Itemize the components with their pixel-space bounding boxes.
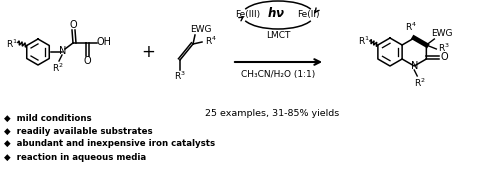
Text: EWG: EWG — [190, 25, 212, 34]
Text: R$^1$: R$^1$ — [6, 37, 18, 50]
Text: N: N — [410, 61, 418, 71]
Text: $\boldsymbol{h\nu}$: $\boldsymbol{h\nu}$ — [267, 6, 285, 20]
Text: R$^3$: R$^3$ — [174, 70, 186, 82]
Text: O: O — [440, 52, 448, 62]
Text: OH: OH — [96, 37, 112, 47]
Text: Fe(II): Fe(II) — [297, 10, 320, 19]
Text: R$^3$: R$^3$ — [438, 42, 450, 54]
Text: +: + — [141, 43, 155, 61]
Text: R$^2$: R$^2$ — [414, 77, 426, 89]
Text: R$^4$: R$^4$ — [205, 35, 217, 47]
Text: Fe(III): Fe(III) — [236, 10, 260, 19]
Text: N: N — [60, 46, 66, 56]
Text: CH₃CN/H₂O (1:1): CH₃CN/H₂O (1:1) — [241, 70, 315, 80]
Text: R$^1$: R$^1$ — [358, 35, 370, 47]
Text: R$^4$: R$^4$ — [405, 21, 417, 33]
Text: O: O — [83, 56, 91, 66]
Text: R$^2$: R$^2$ — [52, 62, 64, 74]
Text: ◆  mild conditions: ◆ mild conditions — [4, 113, 92, 123]
Text: ◆  readily available substrates: ◆ readily available substrates — [4, 126, 152, 135]
Text: LMCT: LMCT — [266, 30, 290, 40]
Text: EWG: EWG — [432, 30, 453, 38]
Text: O: O — [69, 20, 77, 30]
Text: ◆  reaction in aqueous media: ◆ reaction in aqueous media — [4, 152, 146, 162]
Text: 25 examples, 31-85% yields: 25 examples, 31-85% yields — [205, 108, 339, 118]
Text: ◆  abundant and inexpensive iron catalysts: ◆ abundant and inexpensive iron catalyst… — [4, 140, 215, 148]
